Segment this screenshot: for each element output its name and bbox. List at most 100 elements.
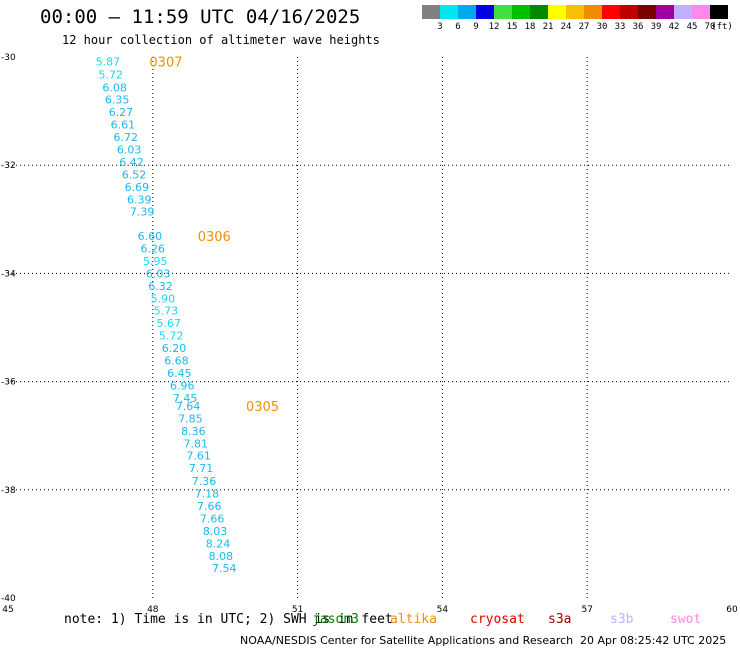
wave-height-label: 6.08 — [102, 81, 127, 94]
y-tick-label: -38 — [1, 486, 16, 496]
color-swatch — [530, 5, 548, 19]
color-swatch — [620, 5, 638, 19]
wave-height-label: 6.69 — [125, 181, 150, 194]
color-swatch — [656, 5, 674, 19]
wave-height-label: 5.90 — [151, 292, 176, 305]
chart-title: 00:00 – 11:59 UTC 04/16/2025 — [40, 6, 361, 28]
wave-height-label: 6.27 — [109, 106, 134, 119]
wave-height-label: 6.72 — [114, 131, 139, 144]
wave-height-label: 8.36 — [181, 425, 206, 438]
color-swatch — [458, 5, 476, 19]
y-tick-label: -40 — [1, 594, 16, 604]
wave-height-label: 7.45 — [173, 392, 198, 405]
x-tick-label: 45 — [2, 605, 13, 615]
color-swatch — [674, 5, 692, 19]
wave-height-label: 6.39 — [127, 193, 152, 206]
wave-height-label: 6.35 — [105, 94, 130, 107]
y-tick-label: -36 — [1, 378, 16, 388]
wave-height-label: 7.81 — [184, 437, 209, 450]
color-unit: (ft) — [711, 22, 733, 32]
wave-height-label: 7.71 — [189, 462, 214, 475]
y-tick-label: -34 — [1, 269, 16, 279]
wave-height-label: 7.39 — [130, 206, 155, 219]
color-label: 39 — [650, 22, 662, 32]
y-tick-label: -30 — [1, 53, 16, 63]
x-tick-label: 51 — [292, 605, 303, 615]
x-tick-label: 60 — [726, 605, 738, 615]
wave-height-label: 5.67 — [156, 317, 181, 330]
color-label: 24 — [560, 22, 572, 32]
wave-height-label: 5.73 — [154, 305, 179, 318]
wave-height-label: 8.03 — [203, 525, 228, 538]
satellite-legend: jason3 altika cryosat s3a s3b swot — [0, 612, 740, 630]
color-label: 9 — [473, 22, 479, 32]
wave-height-label: 6.42 — [119, 156, 144, 169]
wave-height-label: 6.26 — [141, 243, 166, 256]
color-swatch — [602, 5, 620, 19]
x-tick-label: 57 — [581, 605, 592, 615]
chart-subtitle: 12 hour collection of altimeter wave hei… — [62, 33, 380, 47]
wave-height-label: 7.66 — [200, 512, 225, 525]
wave-height-label: 6.03 — [117, 144, 142, 157]
x-tick-label: 48 — [147, 605, 159, 615]
color-swatch — [422, 5, 440, 19]
color-label: 27 — [578, 22, 590, 32]
wave-height-label: 7.54 — [212, 562, 237, 575]
pass-time-label: 0306 — [198, 230, 231, 245]
wave-height-label: 6.61 — [111, 119, 136, 132]
wave-height-label: 7.64 — [176, 400, 201, 413]
wave-height-label: 7.61 — [186, 450, 211, 463]
color-label: 33 — [614, 22, 626, 32]
wave-height-label: 7.36 — [192, 475, 217, 488]
color-label: 3 — [437, 22, 443, 32]
wave-height-label: 6.32 — [148, 280, 173, 293]
color-label: 12 — [488, 22, 500, 32]
generated-timestamp: 20 Apr 08:25:42 UTC 2025 — [580, 634, 727, 647]
satellite-legend-item: cryosat — [470, 612, 525, 627]
color-label: 6 — [455, 22, 461, 32]
wave-height-label: 5.87 — [96, 55, 121, 68]
color-label: 70 — [704, 22, 716, 32]
satellite-legend-item: jason3 — [312, 612, 359, 627]
wave-height-label: 5.95 — [143, 255, 168, 268]
wave-height-label: 6.45 — [167, 367, 192, 380]
wave-height-label: 7.66 — [197, 500, 222, 513]
color-swatch — [692, 5, 710, 19]
wave-height-label: 6.20 — [162, 342, 187, 355]
color-label: 45 — [686, 22, 698, 32]
color-swatch — [638, 5, 656, 19]
y-tick-label: -32 — [1, 161, 16, 171]
satellite-legend-item: s3a — [548, 612, 572, 627]
satellite-legend-item: altika — [390, 612, 437, 627]
color-swatch — [584, 5, 602, 19]
wave-height-label: 8.08 — [209, 550, 234, 563]
credit-line: NOAA/NESDIS Center for Satellite Applica… — [240, 634, 574, 647]
wave-height-label: 5.72 — [159, 330, 184, 343]
color-swatch — [440, 5, 458, 19]
pass-time-label: 0307 — [149, 55, 182, 70]
wave-height-label: 6.96 — [170, 379, 195, 392]
wave-height-label: 6.60 — [138, 230, 163, 243]
wave-height-label: 6.03 — [146, 267, 171, 280]
color-label: 42 — [668, 22, 680, 32]
satellite-legend-item: swot — [670, 612, 702, 627]
color-swatch — [548, 5, 566, 19]
color-label: 15 — [506, 22, 518, 32]
wave-height-label: 7.18 — [195, 488, 220, 501]
wave-height-label: 7.85 — [178, 412, 203, 425]
color-label: 21 — [542, 22, 554, 32]
color-swatch — [512, 5, 530, 19]
color-swatch — [476, 5, 494, 19]
color-label: 18 — [524, 22, 536, 32]
color-swatch — [494, 5, 512, 19]
pass-time-label: 0305 — [246, 400, 279, 415]
wave-height-label: 8.24 — [206, 537, 231, 550]
wave-height-label: 6.52 — [122, 168, 147, 181]
color-label: 36 — [632, 22, 644, 32]
footnote: note: 1) Time is in UTC; 2) SWH is in fe… — [64, 612, 393, 627]
wave-height-label: 6.68 — [164, 355, 189, 368]
satellite-legend-item: s3b — [610, 612, 634, 627]
wave-height-label: 5.72 — [99, 68, 124, 81]
color-swatch — [710, 5, 728, 19]
